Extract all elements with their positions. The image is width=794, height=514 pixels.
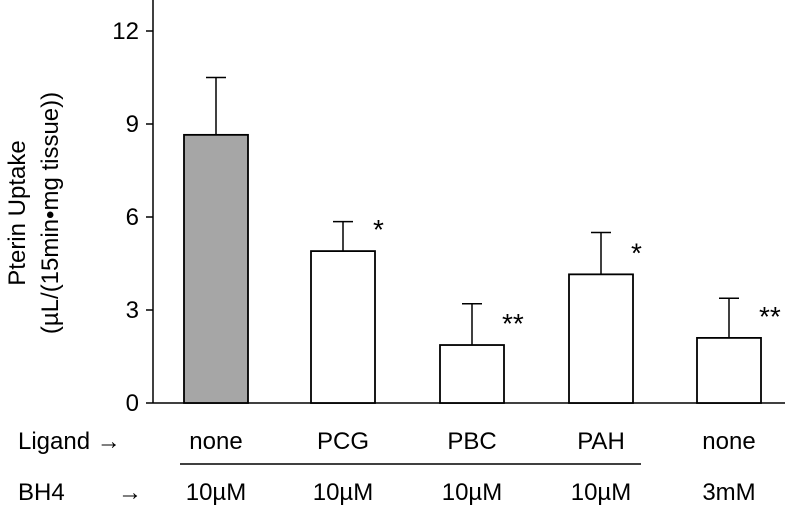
significance-marker: ** xyxy=(759,301,781,332)
bh4-concentration-label: 10µM xyxy=(186,479,247,506)
bar xyxy=(310,250,376,404)
category-label: PBC xyxy=(447,428,496,455)
bh4-row-label: BH4 xyxy=(18,479,65,506)
category-label: PAH xyxy=(577,428,625,455)
significance-marker: * xyxy=(631,237,642,268)
bh4-concentration-label: 10µM xyxy=(313,479,374,506)
y-axis-label-line1: Pterin Uptake xyxy=(4,140,31,285)
bh4-row-arrow: → xyxy=(118,479,142,506)
bar xyxy=(696,336,762,404)
category-label: none xyxy=(189,428,242,455)
bar xyxy=(568,273,634,404)
ligand-row-label: Ligand → xyxy=(18,428,121,455)
y-axis-label-line2: (µL/(15min•mg tissue)) xyxy=(37,92,64,334)
bar xyxy=(439,344,505,404)
bar xyxy=(183,133,249,404)
significance-marker: * xyxy=(373,214,384,245)
category-labels: none PCG PBC PAH none 10µM 10µM 10µM 10µM 3mM xyxy=(186,428,756,506)
y-tick-label: 12 xyxy=(112,18,139,45)
bh4-concentration-label: 10µM xyxy=(571,479,632,506)
bh4-concentration-label: 10µM xyxy=(442,479,503,506)
significance-marker: ** xyxy=(502,308,524,339)
bars: ****** xyxy=(183,76,781,404)
category-label: PCG xyxy=(317,428,369,455)
y-tick-label: 3 xyxy=(126,297,139,324)
y-tick-label: 0 xyxy=(126,390,139,417)
category-label: none xyxy=(702,428,755,455)
y-axis: 0 3 6 9 12 xyxy=(112,0,785,417)
y-tick-label: 9 xyxy=(126,111,139,138)
bh4-concentration-label: 3mM xyxy=(702,479,755,506)
y-tick-label: 6 xyxy=(126,204,139,231)
